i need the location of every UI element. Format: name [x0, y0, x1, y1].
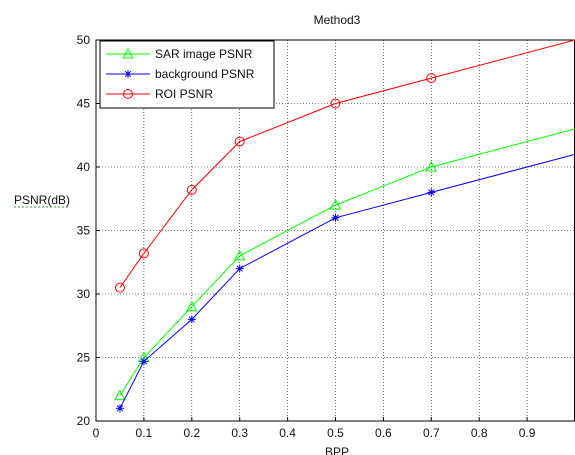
x-axis-title: BPP	[325, 445, 349, 455]
data-point-sar-image-psnr	[114, 389, 126, 401]
y-tick-label: 25	[77, 351, 91, 365]
x-tick-label: 0.9	[519, 426, 536, 440]
legend-marker	[123, 89, 133, 99]
data-point-sar-image-psnr	[233, 249, 246, 261]
x-tick-label: 0.4	[279, 426, 296, 440]
y-tick-label: 40	[77, 160, 91, 174]
y-tick-label: 30	[77, 287, 91, 301]
data-point-background-psnr	[331, 213, 340, 222]
data-point-background-psnr	[187, 315, 196, 324]
x-tick-label: 0.1	[136, 426, 153, 440]
data-point-roi-psnr	[330, 98, 341, 109]
data-point-roi-psnr	[426, 73, 437, 84]
y-axis-title: PSNR(dB)	[14, 193, 70, 207]
x-tick-label: 0.3	[231, 426, 248, 440]
legend-entry-roi-psnr: ROI PSNR	[106, 87, 213, 101]
data-point-background-psnr	[139, 357, 148, 366]
legend-label: SAR image PSNR	[155, 47, 253, 61]
series	[114, 39, 575, 413]
data-point-roi-psnr	[234, 136, 245, 147]
chart-title: Method3	[314, 13, 361, 27]
legend-marker	[124, 70, 132, 78]
data-point-background-psnr	[235, 264, 244, 273]
data-point-roi-psnr	[114, 282, 125, 293]
y-tick-label: 35	[77, 224, 91, 238]
data-point-background-psnr	[427, 188, 436, 197]
data-point-roi-psnr	[138, 248, 149, 259]
legend-label: ROI PSNR	[155, 87, 213, 101]
legend: SAR image PSNR background PSNR ROI PSNR	[99, 40, 275, 109]
series-line-sar-image-psnr	[119, 128, 575, 396]
data-point-sar-image-psnr	[185, 300, 198, 312]
data-point-roi-psnr	[186, 184, 197, 195]
legend-marker	[122, 47, 134, 59]
legend-entry-sar-image-psnr: SAR image PSNR	[106, 47, 253, 61]
x-tick-label: 0.6	[375, 426, 392, 440]
series-line-roi-psnr	[119, 39, 575, 288]
y-tick-label: 50	[77, 33, 91, 47]
data-point-sar-image-psnr	[329, 199, 342, 210]
axis-ticks: 0 0.1 0.2 0.3 0.4 0.5 0.6 0.7 0.8 0.9 20 25 30 35 40 45…	[77, 33, 536, 440]
data-point-sar-image-psnr	[425, 160, 438, 172]
x-tick-label: 0.7	[423, 426, 440, 440]
x-tick-label: 0	[93, 426, 100, 440]
x-tick-label: 0.5	[327, 426, 344, 440]
y-tick-label: 20	[77, 414, 91, 428]
x-tick-label: 0.8	[471, 426, 488, 440]
y-tick-label: 45	[77, 97, 91, 111]
legend-label: background PSNR	[155, 67, 255, 81]
legend-entry-background-psnr: background PSNR	[106, 67, 255, 81]
x-tick-label: 0.2	[183, 426, 200, 440]
data-point-background-psnr	[115, 404, 124, 413]
